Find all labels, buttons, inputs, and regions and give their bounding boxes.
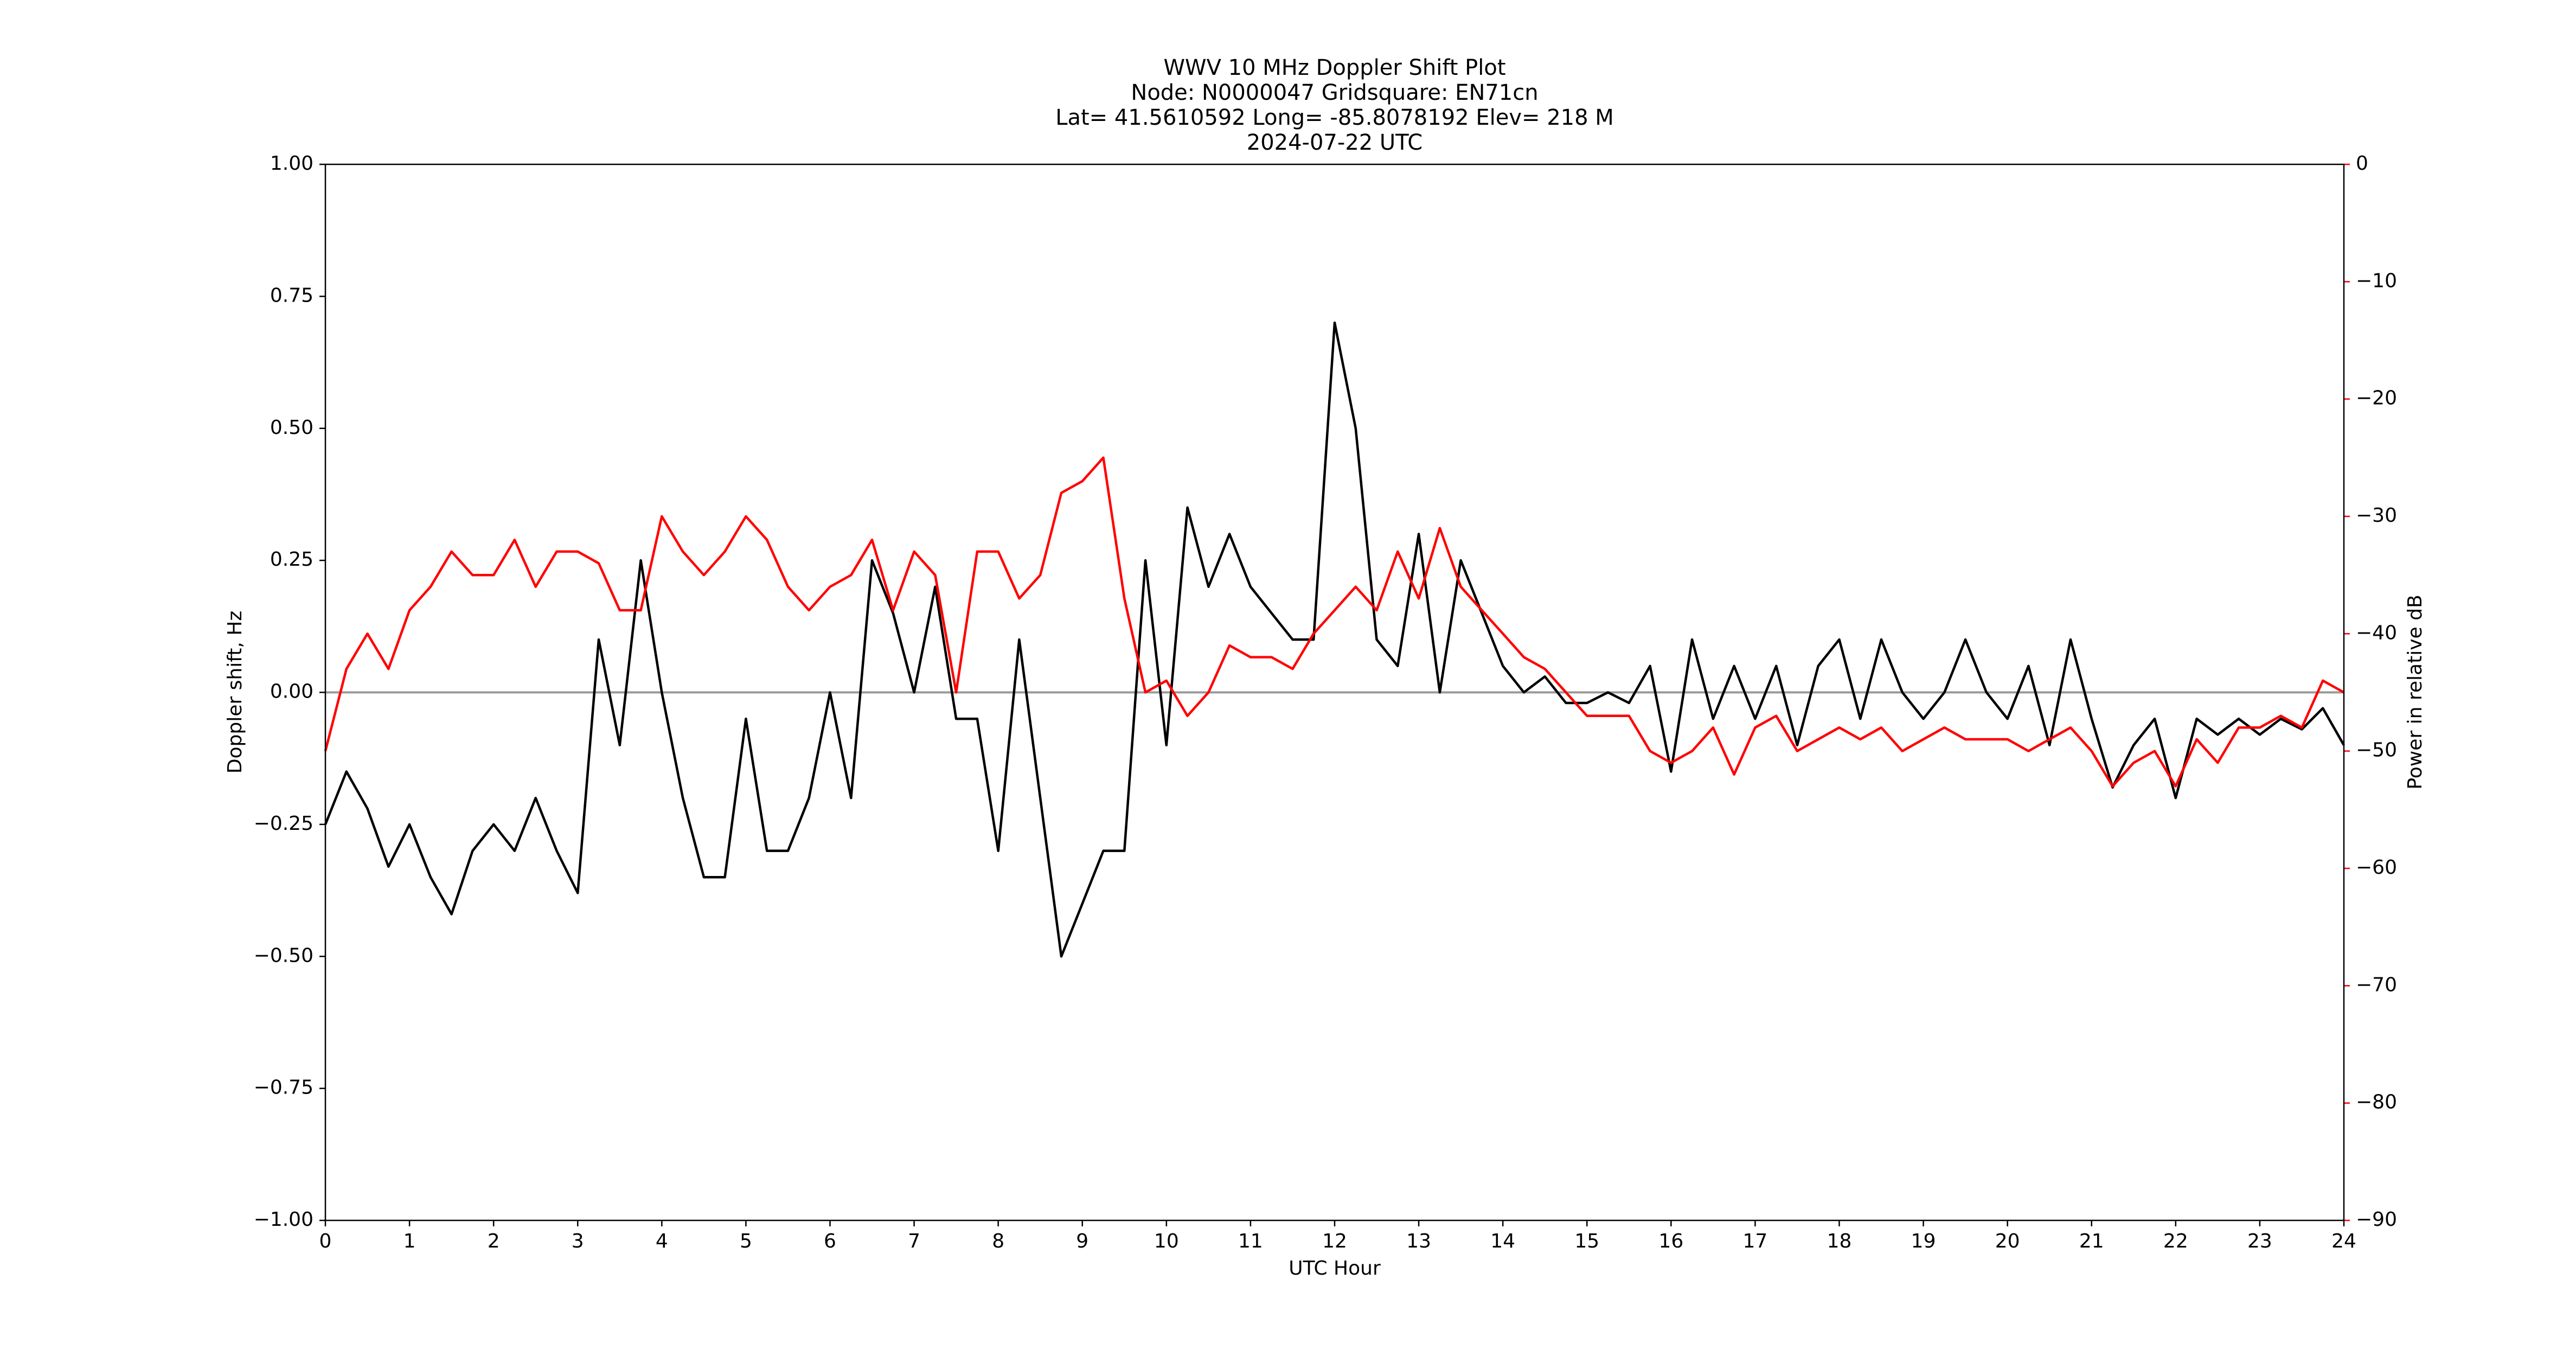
x-tick-label: 6 — [824, 1230, 836, 1252]
x-tick-label: 22 — [2163, 1230, 2188, 1252]
x-tick-label: 12 — [1322, 1230, 1347, 1252]
x-tick-label: 15 — [1574, 1230, 1599, 1252]
y2-tick-label: −10 — [2356, 270, 2397, 292]
x-tick-label: 8 — [992, 1230, 1004, 1252]
x-tick-label: 16 — [1658, 1230, 1683, 1252]
y2-tick-label: −30 — [2356, 504, 2397, 527]
plot-frame — [324, 163, 2345, 1221]
y2-tick-label: −50 — [2356, 739, 2397, 762]
x-tick-label: 10 — [1154, 1230, 1179, 1252]
x-tick-label: 2 — [488, 1230, 500, 1252]
x-tick-label: 5 — [740, 1230, 752, 1252]
x-tick-label: 14 — [1490, 1230, 1515, 1252]
x-tick-label: 24 — [2331, 1230, 2356, 1252]
x-tick-label: 18 — [1827, 1230, 1852, 1252]
y-tick-label: −0.75 — [254, 1077, 313, 1099]
series-line — [324, 321, 2345, 958]
x-tick-label: 11 — [1238, 1230, 1263, 1252]
y-tick-label: −0.25 — [254, 813, 313, 835]
y-tick-label: 1.00 — [270, 152, 313, 175]
y-tick-label: −1.00 — [254, 1208, 313, 1231]
x-tick-label: 20 — [1995, 1230, 2020, 1252]
x-tick-label: 7 — [908, 1230, 920, 1252]
y-tick-label: 0.75 — [270, 284, 313, 306]
x-tick-label: 23 — [2247, 1230, 2272, 1252]
x-tick-label: 13 — [1406, 1230, 1431, 1252]
y2-tick-label: −70 — [2356, 974, 2397, 996]
x-tick-label: 19 — [1911, 1230, 1936, 1252]
y-tick-label: −0.50 — [254, 944, 313, 967]
y-tick-label: 0.25 — [270, 548, 313, 571]
x-tick-label: 1 — [403, 1230, 416, 1252]
x-axis-label: UTC Hour — [1289, 1257, 1381, 1280]
chart-title: WWV 10 MHz Doppler Shift Plot — [1163, 55, 1505, 80]
y2-tick-label: 0 — [2356, 152, 2368, 175]
y2-tick-label: −60 — [2356, 856, 2397, 879]
x-tick-label: 9 — [1076, 1230, 1088, 1252]
y2-tick-label: −90 — [2356, 1208, 2397, 1231]
x-tick-label: 17 — [1743, 1230, 1768, 1252]
y-tick-label: 0.50 — [270, 417, 313, 439]
y-axis-label: Doppler shift, Hz — [224, 611, 246, 773]
chart-title: Lat= 41.5610592 Long= -85.8078192 Elev= … — [1055, 105, 1614, 130]
y-tick-label: 0.00 — [270, 681, 313, 703]
y2-axis-label: Power in relative dB — [2404, 594, 2426, 789]
y2-tick-label: −40 — [2356, 622, 2397, 644]
chart-title: 2024-07-22 UTC — [1247, 130, 1422, 155]
y2-tick-label: −20 — [2356, 387, 2397, 410]
x-tick-label: 0 — [319, 1230, 332, 1252]
x-tick-label: 3 — [572, 1230, 584, 1252]
chart-title: Node: N0000047 Gridsquare: EN71cn — [1131, 80, 1538, 105]
series-line — [324, 456, 2345, 788]
y2-tick-label: −80 — [2356, 1091, 2397, 1114]
x-tick-label: 4 — [656, 1230, 668, 1252]
x-tick-label: 21 — [2079, 1230, 2104, 1252]
